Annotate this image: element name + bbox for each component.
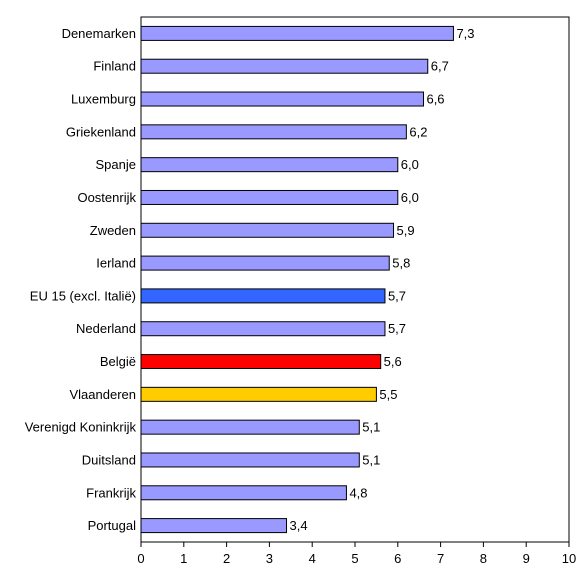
value-label: 5,5 — [379, 387, 397, 402]
x-tick-label: 6 — [394, 551, 401, 566]
category-label: Duitsland — [82, 452, 136, 467]
bar — [140, 386, 377, 402]
value-label: 6,0 — [401, 157, 419, 172]
value-label: 7,3 — [456, 26, 474, 41]
x-tick-label: 9 — [523, 551, 530, 566]
x-tick-label: 0 — [137, 551, 144, 566]
category-label: Vlaanderen — [70, 387, 137, 402]
bar — [140, 189, 399, 205]
bar — [140, 354, 382, 370]
category-label: Zweden — [90, 223, 136, 238]
value-label: 4,8 — [349, 485, 367, 500]
value-label: 6,2 — [409, 124, 427, 139]
x-axis-ticks: 0 1 2 3 4 5 6 7 8 9 10 — [137, 542, 576, 566]
category-label: België — [100, 354, 136, 369]
category-label: Frankrijk — [86, 485, 136, 500]
value-label: 5,1 — [362, 452, 380, 467]
bar — [140, 452, 360, 468]
bar — [140, 91, 424, 107]
category-label: Verenigd Koninkrijk — [25, 420, 137, 435]
bar — [140, 255, 390, 271]
category-label: Oostenrijk — [77, 190, 136, 205]
bar — [140, 157, 399, 173]
category-label: Spanje — [96, 157, 136, 172]
x-tick-label: 8 — [480, 551, 487, 566]
bars-group — [140, 25, 454, 534]
value-label: 5,9 — [397, 223, 415, 238]
value-label: 6,0 — [401, 190, 419, 205]
category-label: Nederland — [76, 321, 136, 336]
bar — [140, 25, 454, 41]
bar — [140, 321, 386, 337]
value-label: 5,7 — [388, 321, 406, 336]
value-label: 6,7 — [431, 59, 449, 74]
value-label: 3,4 — [290, 518, 308, 533]
bar — [140, 124, 407, 140]
value-label: 6,6 — [426, 92, 444, 107]
bar — [140, 58, 429, 74]
category-label: Griekenland — [66, 124, 136, 139]
value-labels: 7,3 6,7 6,6 6,2 6,0 6,0 5,9 5,8 5,7 5,7 5,6 5,5 5,1 5… — [290, 26, 475, 533]
category-labels: Denemarken Finland Luxemburg Griekenland Spa… — [25, 26, 137, 533]
bar — [140, 419, 360, 435]
x-tick-label: 10 — [562, 551, 576, 566]
category-label: Denemarken — [62, 26, 136, 41]
value-label: 5,1 — [362, 420, 380, 435]
bar — [140, 518, 288, 534]
x-tick-label: 1 — [180, 551, 187, 566]
x-tick-label: 7 — [437, 551, 444, 566]
value-label: 5,7 — [388, 288, 406, 303]
category-label: Portugal — [88, 518, 137, 533]
category-label: Ierland — [96, 256, 136, 271]
x-tick-label: 3 — [266, 551, 273, 566]
category-label: EU 15 (excl. Italië) — [30, 288, 136, 303]
category-label: Finland — [93, 59, 136, 74]
x-tick-label: 4 — [309, 551, 316, 566]
bar — [140, 222, 395, 238]
bar — [140, 288, 386, 304]
x-tick-label: 2 — [223, 551, 230, 566]
x-tick-label: 5 — [351, 551, 358, 566]
bar — [140, 485, 347, 501]
value-label: 5,6 — [384, 354, 402, 369]
value-label: 5,8 — [392, 256, 410, 271]
category-label: Luxemburg — [71, 92, 136, 107]
